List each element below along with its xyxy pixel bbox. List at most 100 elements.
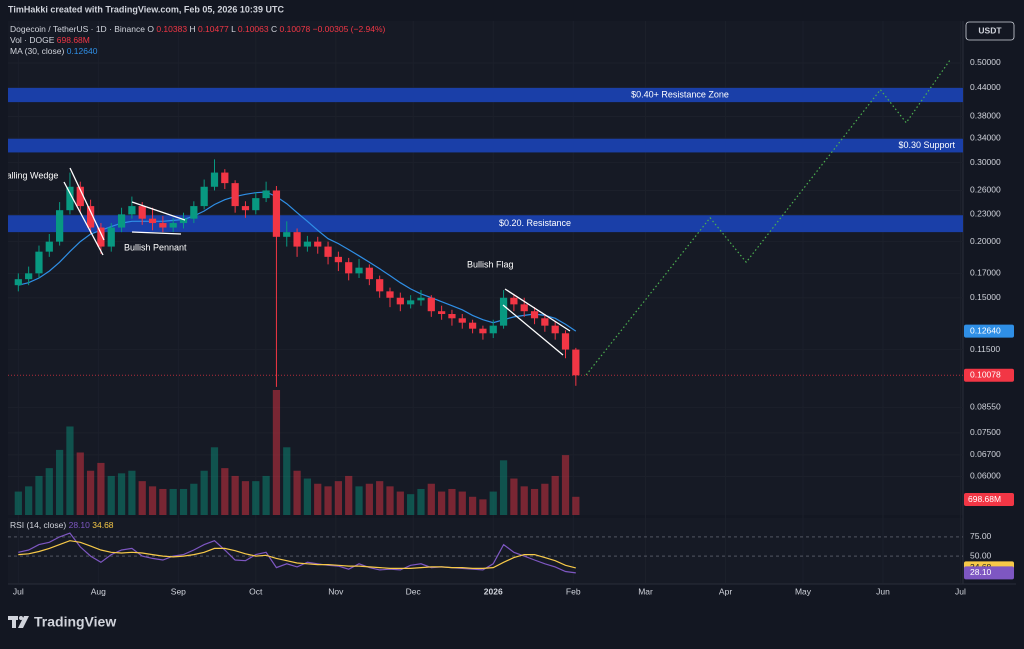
volume-bar: [35, 475, 43, 515]
volume-bar: [541, 483, 549, 515]
price-tag-label: 0.10078: [970, 370, 1001, 380]
volume-bar: [252, 481, 260, 515]
volume-bar: [561, 455, 570, 515]
candle-body: [293, 232, 301, 247]
volume-tag: [964, 493, 1014, 506]
currency[interactable]: USDT: [978, 25, 1002, 35]
ma-title: MA (30, close): [10, 46, 64, 56]
x-tick-label: Jul: [955, 586, 966, 596]
volume-bar: [56, 449, 64, 515]
y-tick-label: 0.06000: [970, 471, 1001, 481]
logo-shape: [12, 616, 16, 628]
x-tick-label: Feb: [566, 586, 581, 596]
candle-body: [376, 279, 384, 292]
volume-bar: [221, 468, 229, 515]
candle-body: [345, 262, 353, 274]
zone: [8, 138, 963, 153]
volume-bar: [97, 462, 105, 515]
candle-body: [66, 186, 74, 211]
volume-bar: [86, 470, 95, 515]
volume-bar: [262, 475, 270, 515]
volume-bar: [530, 488, 539, 515]
rsi-pane: [8, 518, 963, 584]
currency-button[interactable]: [965, 21, 1015, 41]
volume-bar: [231, 475, 239, 515]
volume-bar: [66, 426, 74, 515]
y-tick-label: 0.06700: [970, 449, 1001, 459]
candle-body: [334, 256, 342, 263]
volume-bar: [551, 475, 559, 515]
volume-bar: [468, 496, 477, 515]
ohlc-key: H: [189, 24, 195, 34]
volume-value: 698.68M: [57, 35, 90, 45]
volume-bar: [489, 491, 497, 515]
x-tick-label: Dec: [406, 586, 422, 596]
candle-body: [561, 333, 570, 350]
candle-body: [355, 267, 363, 274]
candle-body: [128, 206, 136, 215]
candle-body: [231, 183, 239, 207]
candle-body: [407, 300, 415, 305]
ohlc-key: O: [147, 24, 154, 34]
x-tick-label: Mar: [638, 586, 653, 596]
ohlc-value: 0.10477: [198, 24, 229, 34]
candle-body: [86, 206, 95, 228]
x-tick-label: Nov: [328, 586, 344, 596]
symbol: Dogecoin / TetherUS · 1D · Binance: [10, 24, 145, 34]
y-tick-label: 0.20000: [970, 236, 1001, 246]
volume-bar: [479, 499, 487, 515]
y-tick-label: 0.11500: [970, 344, 1000, 354]
candle-body: [117, 214, 126, 228]
x-tick-label: Jul: [13, 586, 24, 596]
price-tag: [964, 566, 1014, 580]
candle-body: [241, 206, 250, 211]
candle-body: [252, 198, 260, 211]
volume-bar: [45, 468, 53, 515]
x-tick-label: Aug: [91, 586, 106, 596]
candle-body: [272, 190, 281, 237]
candle-body: [283, 232, 291, 237]
volume-bar: [334, 481, 342, 515]
volume-bar: [438, 491, 446, 515]
volume-bar: [76, 452, 84, 515]
volume-bar: [179, 488, 188, 515]
candle-body: [25, 273, 33, 280]
rsi-tick-label: 75.00: [970, 531, 992, 541]
annotation: Bullish Flag: [467, 259, 514, 269]
ohlc-key: L: [231, 24, 236, 34]
candle-body: [427, 297, 435, 312]
pattern-line: [504, 288, 571, 332]
volume-bar: [14, 491, 22, 515]
x-tick-label: Sep: [171, 586, 186, 596]
volume-bar: [520, 486, 528, 515]
x-tick-label: Oct: [249, 586, 263, 596]
volume-bar: [190, 483, 198, 515]
volume-bar: [303, 478, 312, 515]
rsi-legend-item: 34.68: [92, 520, 114, 530]
ohlc-value: 0.10078: [280, 24, 311, 34]
logo: TradingView: [34, 614, 116, 630]
volume-bar: [386, 486, 394, 515]
candle-body: [200, 186, 208, 207]
volume-bar: [25, 486, 33, 515]
volume-bar: [417, 488, 425, 515]
volume-bar: [117, 473, 126, 515]
candle-body: [438, 311, 446, 315]
candle-body: [541, 318, 549, 326]
volume-bar: [427, 483, 435, 515]
pattern-line: [131, 231, 182, 235]
candle-body: [479, 328, 487, 334]
zone-label: $0.20. Resistance: [499, 218, 571, 228]
candle-body: [510, 297, 518, 305]
volume-bar: [241, 481, 250, 515]
volume-bar: [510, 478, 518, 515]
candle-body: [14, 279, 22, 286]
x-tick-label: May: [795, 586, 812, 596]
candle-body: [35, 251, 43, 274]
volume-bar: [210, 447, 219, 515]
candle-body: [551, 325, 559, 334]
rsi-ma-line: [18, 540, 576, 569]
volume-bar: [138, 481, 146, 515]
volume-bar: [107, 475, 115, 515]
